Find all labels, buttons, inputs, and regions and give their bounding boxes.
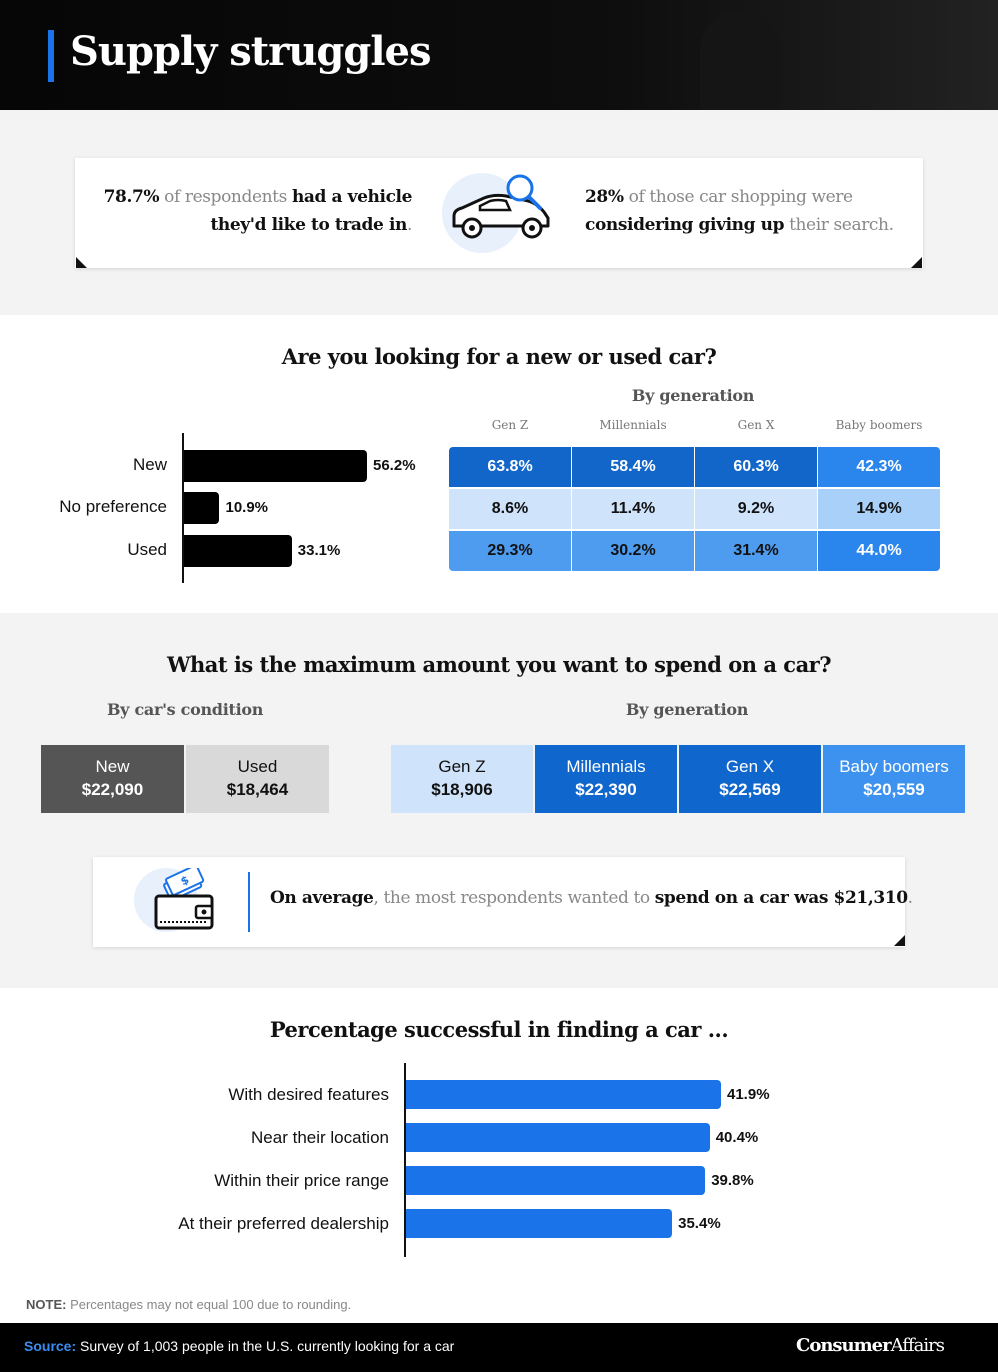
by-generation-label: By generation: [631, 386, 755, 405]
section-title: Are you looking for a new or used car?: [281, 344, 717, 369]
background-figure: [700, 10, 780, 110]
heatmap-cell: 29.3%: [449, 531, 571, 571]
spend-box-generation: Baby boomers $20,559: [823, 745, 965, 813]
average-spend-text: On average, the most respondents wanted …: [270, 888, 913, 908]
bar-category-label: Within their price range: [214, 1171, 389, 1190]
bar-category-label: Near their location: [251, 1128, 389, 1147]
divider-line: [248, 872, 250, 932]
bar-value-label: 40.4%: [715, 1129, 759, 1146]
spend-box-value: $20,559: [863, 780, 925, 799]
spend-box-value: $22,390: [575, 780, 637, 799]
spend-box-value: $22,090: [81, 780, 144, 799]
bar-category-label: Used: [127, 540, 167, 559]
consumeraffairs-logo: ConsumerAffairs: [796, 1335, 945, 1356]
spend-box-generation: Millennials $22,390: [535, 745, 677, 813]
bar: [406, 1080, 721, 1109]
heatmap-cell: 31.4%: [695, 531, 817, 571]
bar: [406, 1209, 673, 1238]
chart-axis: [404, 1063, 406, 1257]
card-corner-marker: [911, 257, 922, 268]
spend-box-generation: Gen Z $18,906: [391, 745, 533, 813]
bar: [184, 492, 220, 524]
spend-box-value: $22,569: [719, 780, 781, 799]
source-text: Source: Survey of 1,003 people in the U.…: [24, 1338, 455, 1354]
spend-box-new: New $22,090: [41, 745, 184, 813]
car-search-icon: [442, 173, 550, 253]
bar-category-label: At their preferred dealership: [178, 1214, 389, 1233]
card-corner-marker: [894, 935, 905, 946]
title-accent-bar: [48, 30, 54, 82]
bar-value-label: 35.4%: [678, 1215, 721, 1232]
by-condition-label: By car's condition: [106, 700, 264, 719]
spend-box-value: $18,464: [226, 780, 289, 799]
heatmap-column-header: Gen Z: [491, 418, 529, 432]
section-title: What is the maximum amount you want to s…: [166, 652, 832, 677]
bar-value-label: 33.1%: [297, 542, 341, 559]
bar: [406, 1166, 706, 1195]
spend-box-generation: Gen X $22,569: [679, 745, 821, 813]
heatmap-column-header: Baby boomers: [835, 418, 923, 432]
wallet-money-icon: $: [134, 868, 214, 932]
bar-value-label: 39.8%: [711, 1172, 754, 1189]
footer: [0, 1323, 998, 1372]
spend-box-label: Used: [237, 757, 278, 776]
heatmap-cell: 58.4%: [572, 447, 694, 487]
bar: [184, 450, 367, 482]
spend-box-label: New: [95, 757, 130, 776]
bar-category-label: New: [132, 455, 167, 474]
page-title: Supply struggles: [70, 28, 432, 75]
bar: [406, 1123, 710, 1152]
card-corner-marker: [76, 257, 87, 268]
heatmap-cell: 11.4%: [572, 489, 694, 529]
spend-box-label: Gen X: [725, 757, 775, 776]
heatmap-cell: 14.9%: [818, 489, 940, 529]
bar: [184, 535, 292, 567]
by-generation-label: By generation: [625, 700, 749, 719]
heatmap-cell: 30.2%: [572, 531, 694, 571]
average-spend-card: [93, 857, 905, 947]
bar-value-label: 56.2%: [373, 457, 416, 474]
heatmap-cell: 42.3%: [818, 447, 940, 487]
spend-box-label: Baby boomers: [839, 757, 949, 776]
heatmap-column-header: Gen X: [737, 418, 775, 432]
heatmap-cell: 9.2%: [695, 489, 817, 529]
spend-box-label: Gen Z: [438, 757, 486, 776]
heatmap-cell: 8.6%: [449, 489, 571, 529]
stat-trade-in: 78.7% of respondents had a vehicle they'…: [103, 187, 413, 235]
spend-box-used: Used $18,464: [186, 745, 329, 813]
heatmap-column-header: Millennials: [599, 418, 667, 432]
chart-axis: [182, 433, 184, 583]
stat-giving-up: 28% of those car shopping were consideri…: [585, 187, 894, 235]
bar-value-label: 10.9%: [225, 499, 269, 516]
heatmap-cell: 60.3%: [695, 447, 817, 487]
heatmap-cell: 44.0%: [818, 531, 940, 571]
header-banner: [0, 0, 998, 110]
bar-category-label: No preference: [59, 497, 167, 516]
bar-category-label: With desired features: [228, 1085, 389, 1104]
rounding-note: NOTE: Percentages may not equal 100 due …: [26, 1297, 352, 1312]
section-title: Percentage successful in finding a car .…: [269, 1017, 729, 1042]
spend-box-value: $18,906: [431, 780, 493, 799]
heatmap-cell: 63.8%: [449, 447, 571, 487]
spend-box-label: Millennials: [566, 757, 646, 776]
finding-success-section: [0, 988, 998, 1323]
bar-value-label: 41.9%: [727, 1086, 770, 1103]
